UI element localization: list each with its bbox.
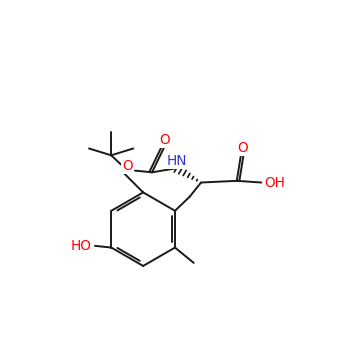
Text: O: O bbox=[237, 141, 248, 155]
Text: HN: HN bbox=[167, 154, 187, 168]
Text: HO: HO bbox=[70, 239, 91, 253]
Text: O: O bbox=[160, 133, 170, 147]
Text: OH: OH bbox=[264, 175, 285, 190]
Text: O: O bbox=[122, 159, 133, 173]
